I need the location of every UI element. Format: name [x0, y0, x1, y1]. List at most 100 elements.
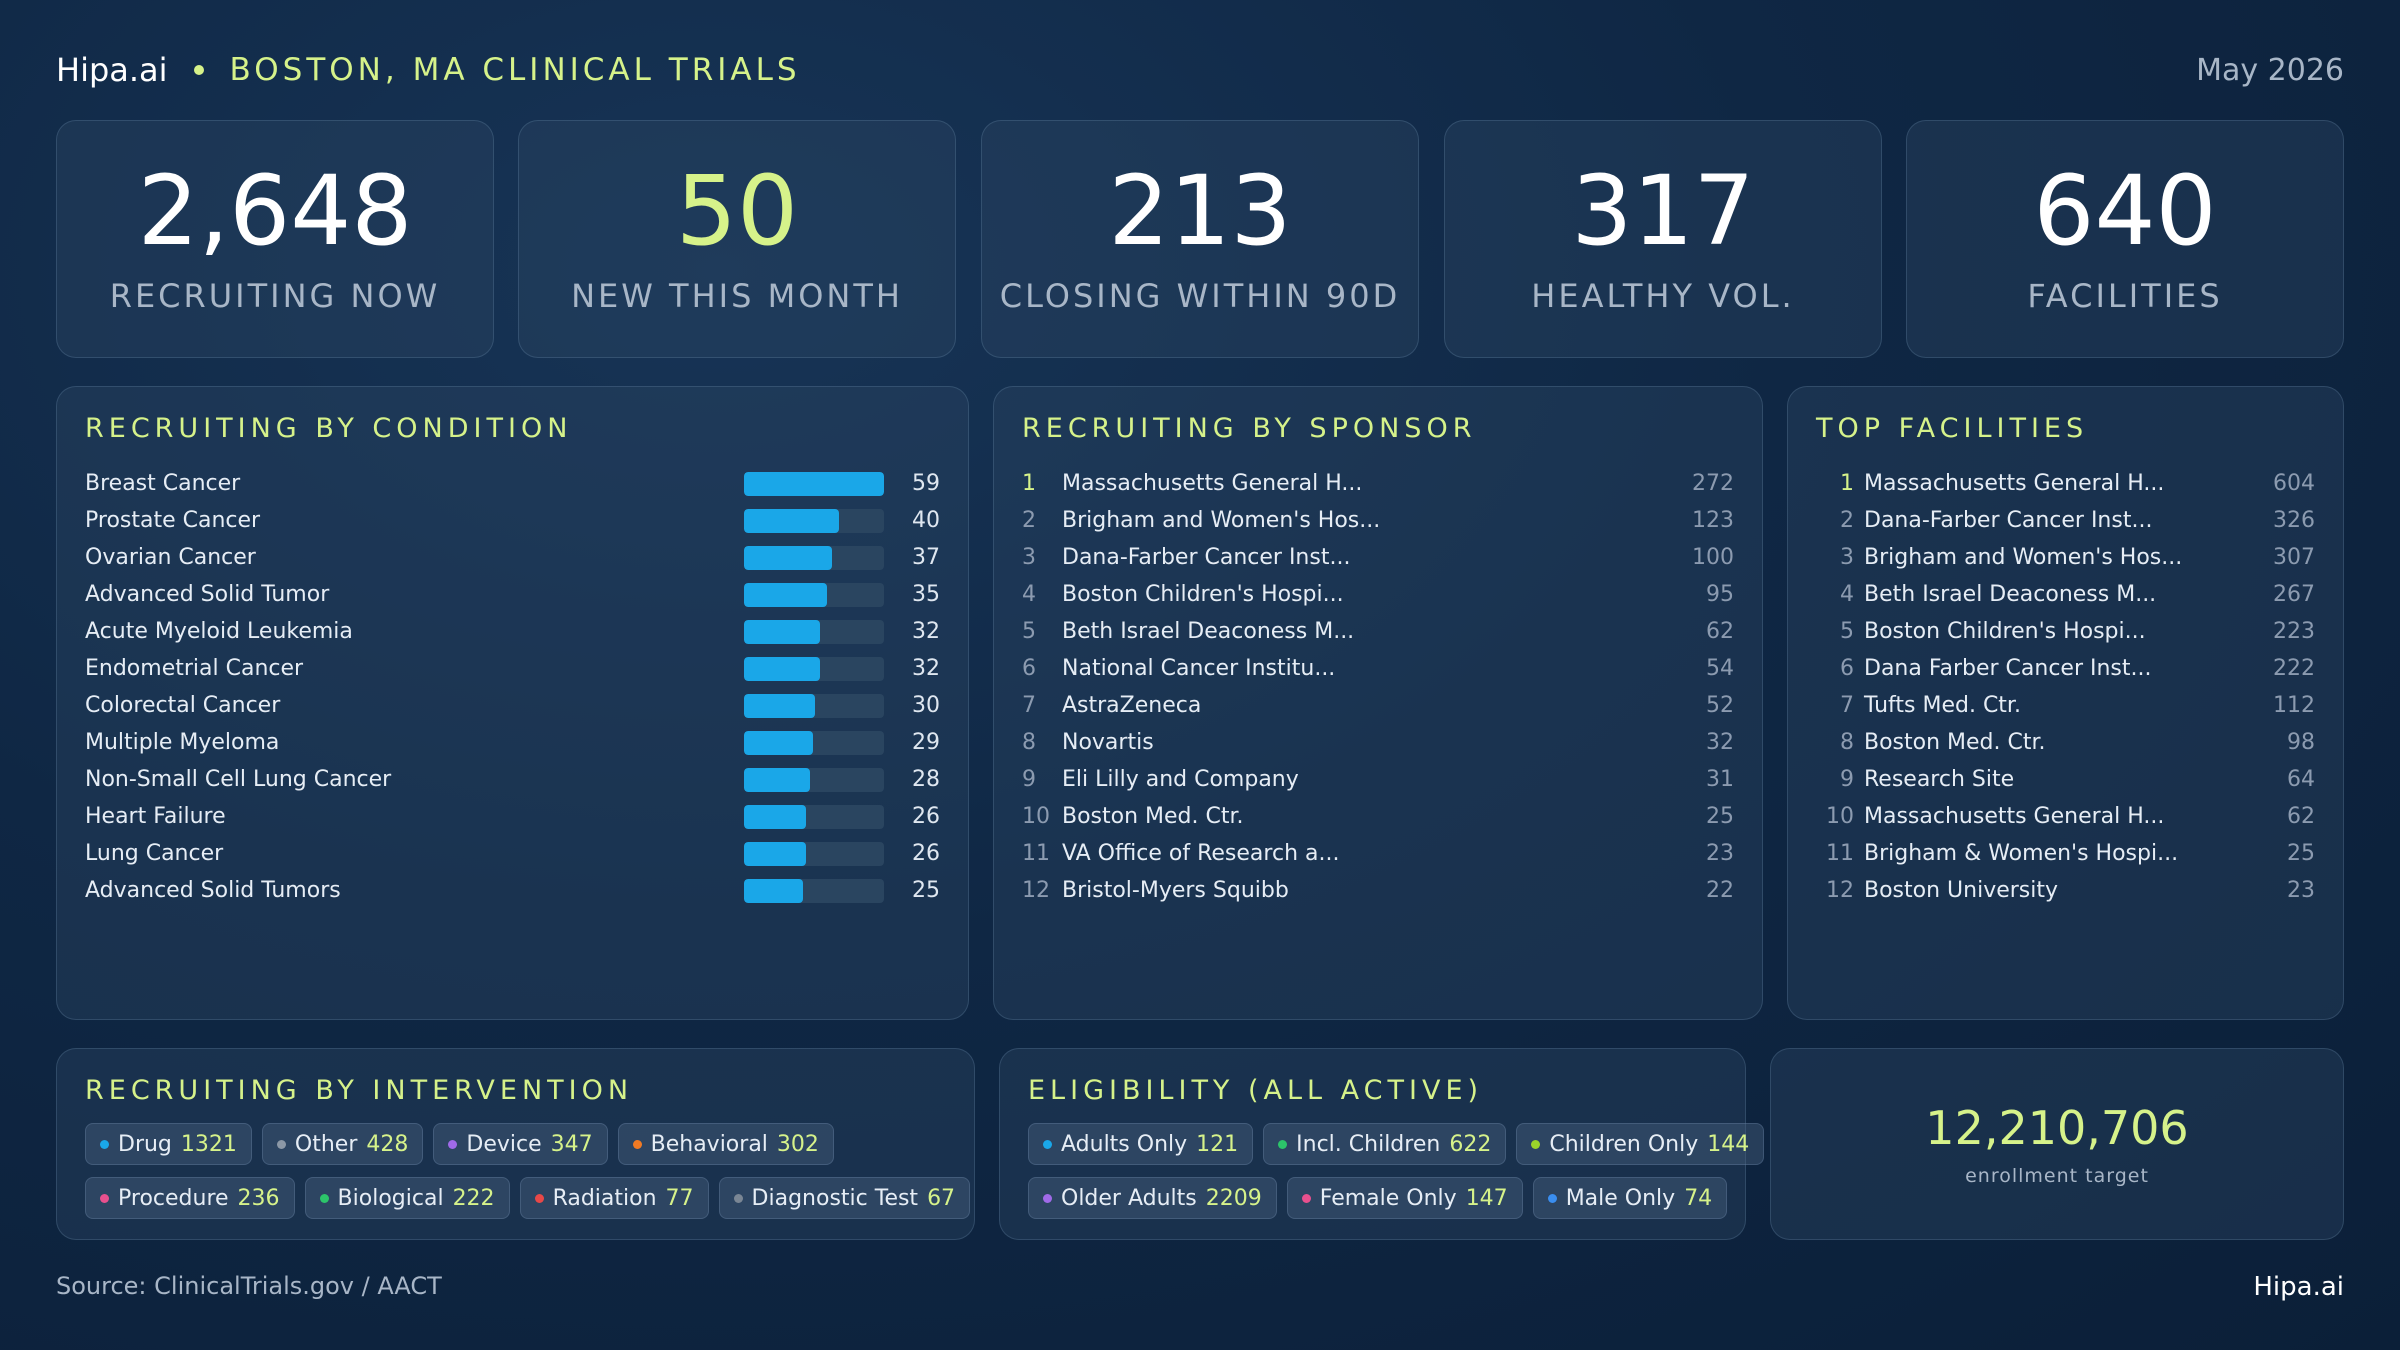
- facility-name: Research Site: [1864, 767, 2015, 792]
- chip-label: Diagnostic Test: [751, 1185, 919, 1211]
- condition-count: 32: [912, 656, 940, 681]
- facility-count: 23: [2287, 878, 2315, 903]
- intervention-chips: Drug 1321 Other 428 Device 347 Behavioral 302 Pr…: [85, 1123, 971, 1231]
- condition-row: Non-Small Cell Lung Cancer 28: [85, 761, 940, 798]
- sponsor-row: 5 Beth Israel Deaconess M... 62: [1022, 613, 1734, 650]
- legend-dot-icon: [1043, 1193, 1052, 1203]
- condition-count: 59: [912, 471, 940, 496]
- kpi-new-this-month: 50 NEW THIS MONTH: [518, 120, 956, 358]
- facility-row: 11 Brigham & Women's Hospi... 25: [1816, 835, 2315, 872]
- condition-bar-fill: [744, 582, 828, 607]
- legend-dot-icon: [100, 1193, 109, 1203]
- facility-rank: 2: [1840, 508, 1854, 533]
- condition-name: Prostate Cancer: [85, 508, 261, 533]
- kpi-label: CLOSING WITHIN 90D: [999, 277, 1401, 315]
- sponsor-count: 32: [1706, 730, 1734, 755]
- by_intervention-chip: Other 428: [261, 1123, 424, 1165]
- sponsor-name: Boston Children's Hospi...: [1062, 582, 1344, 607]
- chip-row: Adults Only 121 Incl. Children 622 Children …: [1028, 1123, 1765, 1165]
- facility-rank: 1: [1840, 471, 1854, 496]
- chip-value: 236: [237, 1185, 280, 1211]
- panel-title: RECRUITING BY SPONSOR: [1022, 413, 1477, 444]
- facility-rank: 5: [1840, 619, 1854, 644]
- legend-dot-icon: [733, 1193, 743, 1203]
- facilities-panel: TOP FACILITIES 1 Massachusetts General H.…: [1787, 386, 2344, 1020]
- condition-row: Endometrial Cancer 32: [85, 650, 940, 687]
- sponsor-row: 11 VA Office of Research a... 23: [1022, 835, 1734, 872]
- condition-count: 35: [912, 582, 940, 607]
- sponsor-name: National Cancer Institu...: [1062, 656, 1336, 681]
- condition-bar: [744, 508, 884, 533]
- chip-label: Incl. Children: [1296, 1131, 1441, 1157]
- panel-title: RECRUITING BY INTERVENTION: [85, 1075, 634, 1106]
- sponsor-name: Bristol-Myers Squibb: [1062, 878, 1289, 903]
- panel-title: TOP FACILITIES: [1816, 413, 2089, 444]
- facility-name: Boston Med. Ctr.: [1864, 730, 2046, 755]
- chip-label: Children Only: [1549, 1131, 1699, 1157]
- kpi-label: NEW THIS MONTH: [571, 277, 903, 315]
- kpi-value: 317: [1571, 155, 1755, 267]
- eligibility-chips: Adults Only 121 Incl. Children 622 Children …: [1028, 1123, 1765, 1231]
- chip-label: Older Adults: [1061, 1185, 1197, 1211]
- sponsor-rank: 7: [1022, 693, 1036, 718]
- sponsor-row: 1 Massachusetts General H... 272: [1022, 465, 1734, 502]
- condition-count: 28: [912, 767, 940, 792]
- facility-list: 1 Massachusetts General H... 604 2 Dana-Farb…: [1816, 465, 2315, 909]
- sponsor-row: 10 Boston Med. Ctr. 25: [1022, 798, 1734, 835]
- sponsor-rank: 3: [1022, 545, 1036, 570]
- chip-value: 77: [665, 1185, 694, 1211]
- facility-rank: 7: [1840, 693, 1854, 718]
- facility-name: Dana-Farber Cancer Inst...: [1864, 508, 2153, 533]
- sponsor-row: 12 Bristol-Myers Squibb 22: [1022, 872, 1734, 909]
- chip-value: 222: [452, 1185, 495, 1211]
- condition-count: 26: [912, 841, 940, 866]
- facility-name: Dana Farber Cancer Inst...: [1864, 656, 2152, 681]
- legend-dot-icon: [1278, 1139, 1288, 1149]
- sponsor-row: 6 National Cancer Institu... 54: [1022, 650, 1734, 687]
- facility-name: Beth Israel Deaconess M...: [1864, 582, 2157, 607]
- report-date: May 2026: [2196, 52, 2344, 88]
- sponsor-rank: 2: [1022, 508, 1036, 533]
- sponsor-count: 54: [1706, 656, 1734, 681]
- header: Hipa.ai BOSTON, MA CLINICAL TRIALS May 2…: [56, 48, 2344, 92]
- sponsor-row: 7 AstraZeneca 52: [1022, 687, 1734, 724]
- by_intervention-chip: Biological 222: [304, 1177, 510, 1219]
- chip-value: 121: [1196, 1131, 1239, 1157]
- sponsor-count: 25: [1706, 804, 1734, 829]
- condition-count: 29: [912, 730, 940, 755]
- sponsor-rank: 1: [1022, 471, 1036, 496]
- legend-dot-icon: [448, 1139, 458, 1149]
- facility-rank: 6: [1840, 656, 1854, 681]
- facility-count: 98: [2287, 730, 2315, 755]
- condition-name: Breast Cancer: [85, 471, 241, 496]
- condition-count: 32: [912, 619, 940, 644]
- facility-rank: 8: [1840, 730, 1854, 755]
- kpi-recruiting-now: 2,648 RECRUITING NOW: [56, 120, 494, 358]
- facility-row: 3 Brigham and Women's Hos... 307: [1816, 539, 2315, 576]
- condition-count: 26: [912, 804, 940, 829]
- condition-row: Ovarian Cancer 37: [85, 539, 940, 576]
- facility-row: 12 Boston University 23: [1816, 872, 2315, 909]
- facility-rank: 11: [1826, 841, 1854, 866]
- legend-dot-icon: [1043, 1139, 1052, 1149]
- condition-row: Advanced Solid Tumors 25: [85, 872, 940, 909]
- chip-value: 2209: [1205, 1185, 1262, 1211]
- condition-count: 30: [912, 693, 940, 718]
- condition-name: Colorectal Cancer: [85, 693, 281, 718]
- sponsor-rank: 10: [1022, 804, 1050, 829]
- condition-row: Lung Cancer 26: [85, 835, 940, 872]
- kpi-closing-within-90d: 213 CLOSING WITHIN 90D: [981, 120, 1419, 358]
- condition-name: Multiple Myeloma: [85, 730, 280, 755]
- facility-count: 267: [2273, 582, 2315, 607]
- chip-label: Biological: [337, 1185, 444, 1211]
- facility-count: 64: [2287, 767, 2315, 792]
- facility-count: 223: [2273, 619, 2315, 644]
- sponsor-name: VA Office of Research a...: [1062, 841, 1340, 866]
- condition-row: Acute Myeloid Leukemia 32: [85, 613, 940, 650]
- chip-label: Male Only: [1565, 1185, 1676, 1211]
- sponsor-row: 3 Dana-Farber Cancer Inst... 100: [1022, 539, 1734, 576]
- facility-rank: 12: [1826, 878, 1854, 903]
- condition-bar: [744, 804, 884, 829]
- chip-label: Procedure: [118, 1185, 229, 1211]
- source-note: Source: ClinicalTrials.gov / AACT: [56, 1272, 442, 1300]
